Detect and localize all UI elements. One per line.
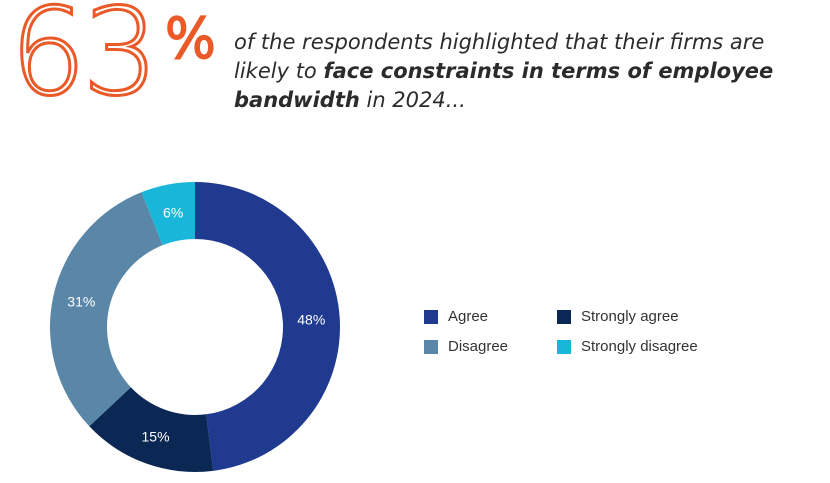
legend-label-disagree: Disagree [448, 338, 509, 355]
donut-slice-strongly-agree [89, 387, 214, 472]
headline-percent-sign: % [163, 7, 217, 70]
legend-item-disagree: Disagree [424, 338, 508, 355]
donut-slice-agree [195, 182, 340, 471]
headline-text-after: in 2024... [359, 88, 466, 112]
headline-text: of the respondents highlighted that thei… [234, 28, 794, 115]
headline-percentage: 63% [9, 0, 218, 115]
donut-chart: 48% 15% 31% 6% [49, 182, 340, 472]
donut-label-strongly-agree: 15% [142, 429, 170, 445]
legend-item-strongly-disagree: Strongly disagree [557, 338, 698, 355]
donut-slice-disagree [49, 192, 163, 427]
donut-label-agree: 48% [297, 312, 325, 328]
legend-item-agree: Agree [424, 308, 488, 325]
headline-text-before: of the respondents highlighted that thei… [234, 30, 765, 83]
headline-number: 63 [9, 0, 161, 123]
headline-text-bold: face constraints in terms of employee ba… [234, 59, 774, 112]
donut-label-disagree: 31% [67, 294, 95, 310]
legend-label-agree: Agree [448, 308, 489, 325]
legend-item-strongly-agree: Strongly agree [557, 308, 679, 325]
legend-label-strongly-disagree: Strongly disagree [581, 338, 698, 355]
legend-label-strongly-agree: Strongly agree [581, 308, 679, 325]
legend-swatch-disagree [424, 339, 438, 354]
donut-slice-strongly-disagree [141, 182, 195, 246]
legend-swatch-strongly-disagree [557, 339, 571, 354]
donut-label-strongly-disagree: 6% [163, 205, 183, 221]
legend-swatch-agree [424, 309, 438, 324]
legend-swatch-strongly-agree [557, 309, 571, 324]
